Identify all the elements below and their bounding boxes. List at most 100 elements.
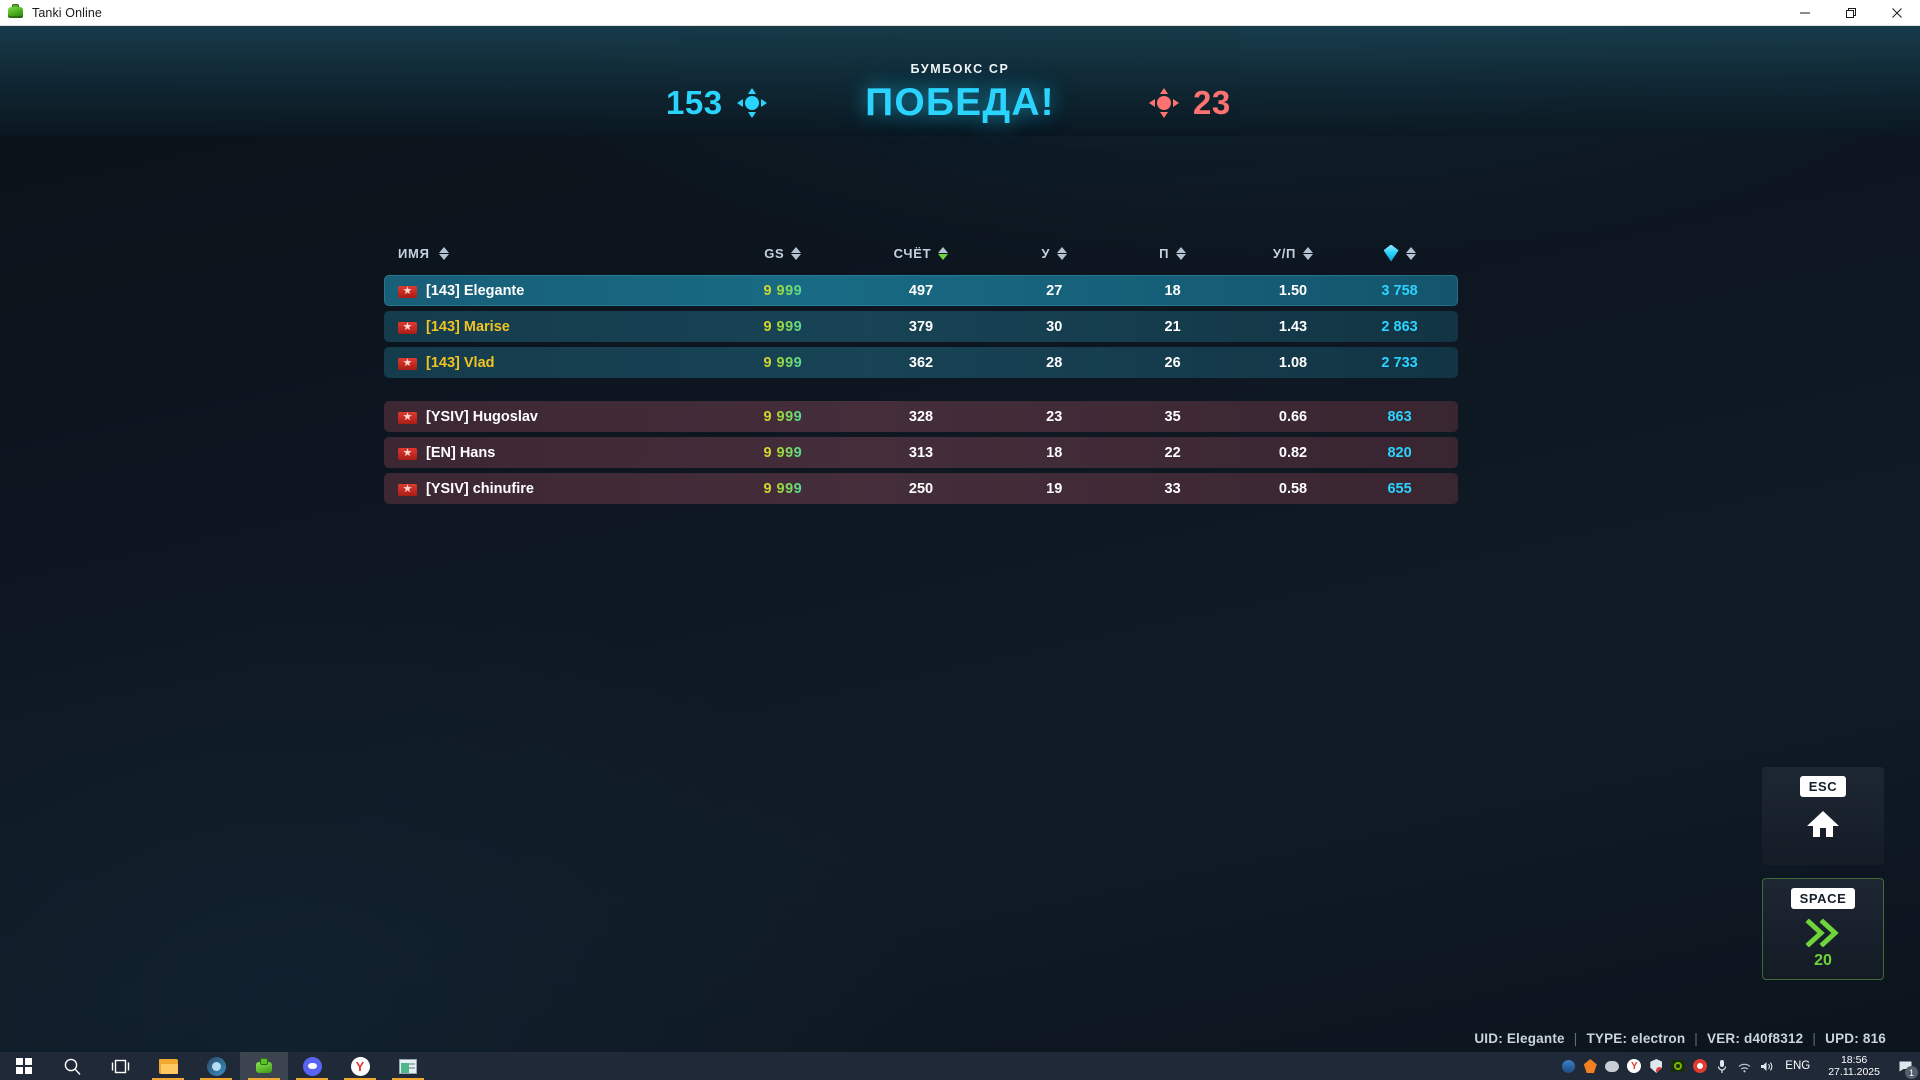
restore-icon[interactable]	[1828, 0, 1874, 26]
start-button[interactable]	[0, 1052, 48, 1080]
table-row[interactable]: [143] Vlad 9 999 362 28 26 1.08 2 733	[384, 347, 1458, 378]
player-name: [YSIV] chinufire	[426, 480, 534, 497]
blue-score-value: 153	[666, 84, 723, 121]
column-header-crystals[interactable]	[1355, 244, 1444, 262]
sort-toggle-score[interactable]	[938, 246, 949, 260]
rank-badge-icon	[398, 284, 417, 298]
column-header-score[interactable]: СЧЁТ	[848, 246, 994, 261]
notepad-app[interactable]	[384, 1052, 432, 1080]
status-type: TYPE: electron	[1586, 1031, 1686, 1046]
tray-security[interactable]	[1645, 1052, 1667, 1080]
column-header-kills[interactable]: У	[994, 246, 1114, 261]
column-header-kd[interactable]: У/П	[1231, 246, 1355, 261]
file-explorer[interactable]	[144, 1052, 192, 1080]
player-deaths: 35	[1164, 408, 1181, 425]
language-indicator[interactable]: ENG	[1785, 1060, 1811, 1072]
window-icon	[399, 1058, 417, 1074]
blue-team-rows: [143] Elegante 9 999 497 27 18 1.50 3 758 [143]…	[384, 275, 1458, 378]
player-gs-value: 9 999	[763, 444, 803, 461]
match-result-banner: БУМБОКС СР ПОБЕДА! 153 23	[0, 26, 1920, 146]
player-gs: 9 999	[718, 445, 848, 461]
column-header-deaths[interactable]: П	[1114, 246, 1230, 261]
system-tray: Y	[1557, 1052, 1920, 1080]
player-gs: 9 999	[718, 319, 848, 335]
match-mode-label: БУМБОКС СР	[910, 62, 1010, 76]
player-kills: 18	[1046, 444, 1063, 461]
tray-yandex[interactable]: Y	[1623, 1052, 1645, 1080]
table-row[interactable]: [YSIV] Hugoslav 9 999 328 23 35 0.66 863	[384, 401, 1458, 432]
tray-microphone[interactable]	[1711, 1052, 1733, 1080]
tray-nvidia[interactable]	[1667, 1052, 1689, 1080]
windows-taskbar: Y Y	[0, 1052, 1920, 1080]
match-result-label: ПОБЕДА!	[865, 81, 1055, 124]
player-name-cell: [143] Marise	[398, 319, 718, 335]
sort-toggle-kd[interactable]	[1303, 246, 1314, 260]
table-row[interactable]: [143] Marise 9 999 379 30 21 1.43 2 863	[384, 311, 1458, 342]
rank-badge-icon	[398, 482, 417, 496]
yandex-browser[interactable]: Y	[336, 1052, 384, 1080]
tray-record[interactable]	[1689, 1052, 1711, 1080]
player-crystals: 2 733	[1381, 354, 1418, 371]
status-ver: VER: d40f8312	[1707, 1031, 1804, 1046]
space-hint-panel[interactable]: SPACE 20	[1762, 878, 1884, 980]
home-icon	[1806, 809, 1840, 844]
player-kills: 27	[1046, 282, 1063, 299]
column-header-score-label: СЧЁТ	[893, 245, 932, 261]
column-header-kills-label: У	[1041, 245, 1051, 261]
status-sep-1: |	[1573, 1031, 1578, 1046]
esc-hint-panel[interactable]: ESC	[1762, 767, 1884, 865]
folder-icon	[158, 1058, 178, 1074]
player-gs: 9 999	[718, 283, 848, 299]
discord-icon	[302, 1056, 322, 1076]
tray-firefox[interactable]	[1579, 1052, 1601, 1080]
player-name-cell: [YSIV] chinufire	[398, 481, 718, 497]
sort-toggle-deaths[interactable]	[1176, 246, 1187, 260]
table-row[interactable]: [YSIV] chinufire 9 999 250 19 33 0.58 655	[384, 473, 1458, 504]
table-row[interactable]: [EN] Hans 9 999 313 18 22 0.82 820	[384, 437, 1458, 468]
column-header-gs[interactable]: GS	[718, 246, 848, 261]
player-name: [YSIV] Hugoslav	[426, 408, 538, 425]
space-key-label: SPACE	[1790, 888, 1856, 909]
player-gs: 9 999	[718, 409, 848, 425]
rank-badge-icon	[398, 320, 417, 334]
notification-center-button[interactable]: 1	[1890, 1052, 1920, 1080]
banner-center-panel: БУМБОКС СР ПОБЕДА!	[680, 26, 1240, 136]
rank-badge-icon	[398, 410, 417, 424]
sort-toggle-name[interactable]	[438, 246, 449, 260]
task-view-icon	[111, 1059, 129, 1073]
player-score: 328	[908, 408, 934, 425]
esc-key-label: ESC	[1799, 776, 1847, 797]
player-kills: 30	[1046, 318, 1063, 335]
player-name-cell: [YSIV] Hugoslav	[398, 409, 718, 425]
search-button[interactable]	[48, 1052, 96, 1080]
discord[interactable]	[288, 1052, 336, 1080]
rank-badge-icon	[398, 356, 417, 370]
tanki-online[interactable]	[240, 1052, 288, 1080]
taskbar-clock[interactable]: 18:56 27.11.2025	[1818, 1054, 1890, 1078]
column-header-name[interactable]: ИМЯ	[398, 246, 718, 261]
close-icon[interactable]	[1874, 0, 1920, 26]
player-crystals: 655	[1387, 480, 1412, 497]
minimize-icon[interactable]	[1782, 0, 1828, 26]
player-crystals: 820	[1387, 444, 1412, 461]
domination-point-icon	[1149, 88, 1179, 118]
sort-toggle-gs[interactable]	[791, 246, 802, 260]
sort-toggle-kills[interactable]	[1057, 246, 1068, 260]
microphone-icon	[1718, 1059, 1727, 1073]
column-header-deaths-label: П	[1159, 245, 1170, 261]
status-upd: UPD: 816	[1825, 1031, 1886, 1046]
player-kills: 23	[1046, 408, 1063, 425]
tray-network[interactable]	[1733, 1052, 1755, 1080]
edge-browser[interactable]	[192, 1052, 240, 1080]
double-chevron-right-icon	[1805, 919, 1841, 947]
tray-volume[interactable]	[1755, 1052, 1777, 1080]
player-score: 497	[908, 282, 934, 299]
tray-blue-disc[interactable]	[1557, 1052, 1579, 1080]
task-view-button[interactable]	[96, 1052, 144, 1080]
player-name-cell: [EN] Hans	[398, 445, 718, 461]
tray-discord[interactable]	[1601, 1052, 1623, 1080]
crystal-icon	[1383, 244, 1399, 262]
table-row[interactable]: [143] Elegante 9 999 497 27 18 1.50 3 758	[384, 275, 1458, 306]
sort-toggle-crystals[interactable]	[1405, 246, 1416, 260]
player-score: 250	[908, 480, 934, 497]
